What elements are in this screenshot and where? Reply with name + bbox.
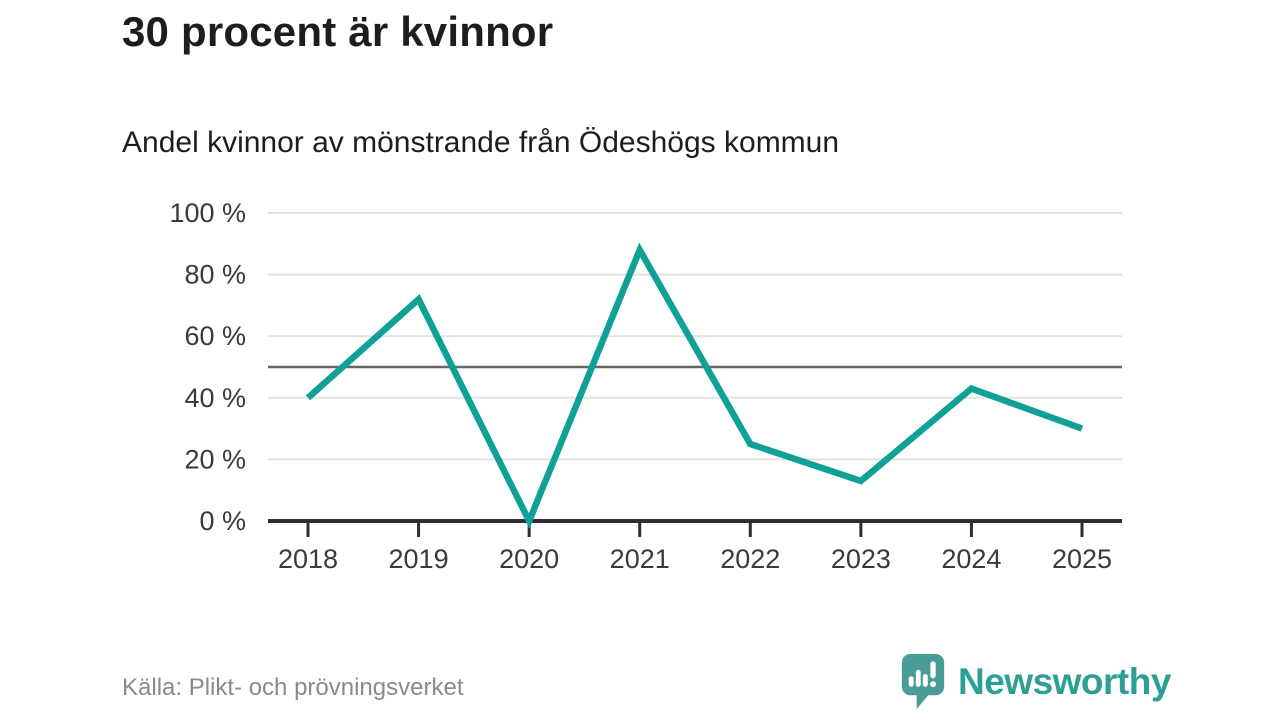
x-axis-ticks <box>306 523 1084 537</box>
svg-text:100 %: 100 % <box>169 198 246 228</box>
newsworthy-logo: Newsworthy <box>898 654 1171 709</box>
chart-subtitle: Andel kvinnor av mönstrande från Ödeshög… <box>122 126 840 159</box>
svg-text:2018: 2018 <box>278 544 338 574</box>
newsworthy-logo-icon <box>901 654 945 709</box>
source-text: Källa: Plikt- och prövningsverket <box>122 674 464 701</box>
footer: Källa: Plikt- och prövningsverket Newswo… <box>0 654 1280 720</box>
exclamation-bar <box>930 661 936 679</box>
svg-text:2024: 2024 <box>941 544 1001 574</box>
svg-text:2020: 2020 <box>499 544 559 574</box>
x-axis-labels: 2018 2019 2020 2021 2022 2023 2024 2025 <box>278 544 1112 574</box>
data-line <box>305 242 1084 529</box>
y-axis-labels: 0 % 20 % 40 % 60 % 80 % 100 % <box>169 198 246 536</box>
svg-text:2022: 2022 <box>720 544 780 574</box>
brand-name: Newsworthy <box>958 660 1171 702</box>
svg-text:2021: 2021 <box>610 544 670 574</box>
exclamation-dot <box>930 681 937 688</box>
svg-text:40 %: 40 % <box>184 383 246 413</box>
svg-text:2023: 2023 <box>831 544 891 574</box>
svg-text:2019: 2019 <box>389 544 449 574</box>
bar-2 <box>915 669 921 687</box>
bar-3 <box>922 674 928 687</box>
svg-text:20 %: 20 % <box>184 444 246 474</box>
bar-1 <box>908 676 914 687</box>
gridlines <box>268 212 1122 461</box>
svg-text:2025: 2025 <box>1052 544 1112 574</box>
svg-text:80 %: 80 % <box>184 260 246 290</box>
svg-text:60 %: 60 % <box>184 321 246 351</box>
svg-text:0 %: 0 % <box>199 506 246 536</box>
chart-title: 30 procent är kvinnor <box>122 8 554 55</box>
